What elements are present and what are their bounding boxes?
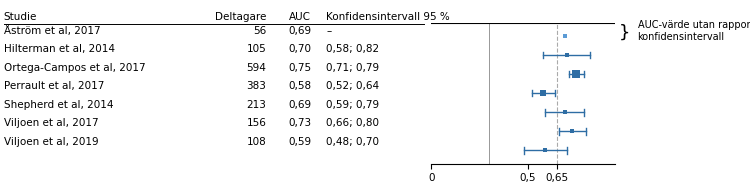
Text: AUC-värde utan rapporterat
konfidensintervall: AUC-värde utan rapporterat konfidensinte… bbox=[638, 20, 750, 42]
Text: 0,59; 0,79: 0,59; 0,79 bbox=[326, 100, 380, 110]
Text: 0,58; 0,82: 0,58; 0,82 bbox=[326, 44, 380, 55]
Text: 594: 594 bbox=[246, 63, 266, 73]
Text: Studie: Studie bbox=[4, 12, 37, 22]
Text: 0,70: 0,70 bbox=[288, 44, 311, 55]
Text: Deltagare: Deltagare bbox=[214, 12, 266, 22]
Text: 0,75: 0,75 bbox=[288, 63, 311, 73]
Text: 0,71; 0,79: 0,71; 0,79 bbox=[326, 63, 380, 73]
Text: 156: 156 bbox=[246, 118, 266, 128]
Text: 0,69: 0,69 bbox=[288, 100, 311, 110]
Text: Hilterman et al, 2014: Hilterman et al, 2014 bbox=[4, 44, 115, 55]
Text: AUC: AUC bbox=[290, 12, 311, 22]
Text: 56: 56 bbox=[253, 26, 266, 36]
Text: 0,58: 0,58 bbox=[288, 81, 311, 91]
Text: 0,73: 0,73 bbox=[288, 118, 311, 128]
Text: Åström et al, 2017: Åström et al, 2017 bbox=[4, 26, 100, 36]
Text: 0,59: 0,59 bbox=[288, 136, 311, 147]
Text: 0,48; 0,70: 0,48; 0,70 bbox=[326, 136, 380, 147]
Text: 105: 105 bbox=[247, 44, 266, 55]
Text: Perrault et al, 2017: Perrault et al, 2017 bbox=[4, 81, 104, 91]
Text: –: – bbox=[326, 26, 332, 36]
Text: 213: 213 bbox=[246, 100, 266, 110]
Text: 0,66; 0,80: 0,66; 0,80 bbox=[326, 118, 380, 128]
Text: Viljoen et al, 2019: Viljoen et al, 2019 bbox=[4, 136, 98, 147]
Text: 108: 108 bbox=[247, 136, 266, 147]
Text: Viljoen et al, 2017: Viljoen et al, 2017 bbox=[4, 118, 98, 128]
Text: Konfidensintervall 95 %: Konfidensintervall 95 % bbox=[326, 12, 450, 22]
Text: }: } bbox=[619, 24, 630, 42]
Text: 383: 383 bbox=[246, 81, 266, 91]
Text: 0,69: 0,69 bbox=[288, 26, 311, 36]
Text: Shepherd et al, 2014: Shepherd et al, 2014 bbox=[4, 100, 113, 110]
Text: Ortega-Campos et al, 2017: Ortega-Campos et al, 2017 bbox=[4, 63, 146, 73]
Text: 0,52; 0,64: 0,52; 0,64 bbox=[326, 81, 380, 91]
